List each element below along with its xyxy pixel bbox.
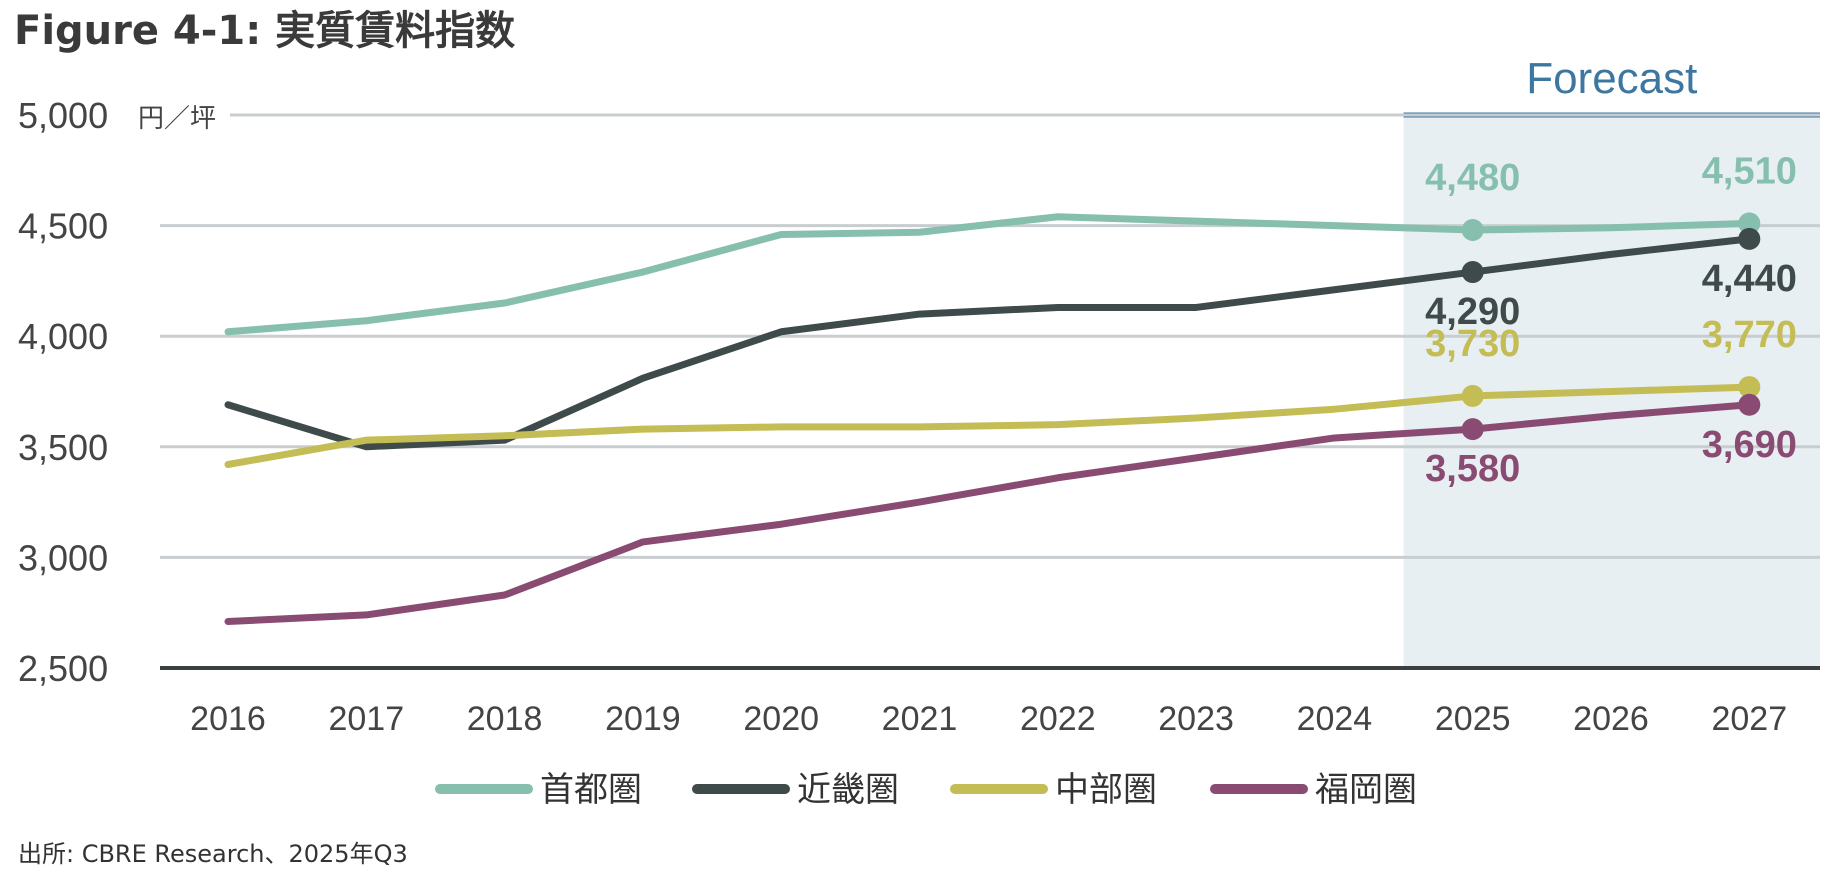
x-tick-label: 2019 — [605, 700, 681, 738]
data-label: 3,690 — [1702, 424, 1797, 466]
legend-label: 福岡圏 — [1315, 770, 1417, 810]
data-point-marker — [1738, 212, 1761, 235]
legend-label: 首都圏 — [540, 770, 642, 810]
data-point-marker — [1738, 393, 1761, 416]
series-line — [224, 213, 1753, 336]
series-line — [224, 401, 1753, 626]
data-label: 3,580 — [1425, 448, 1520, 490]
y-tick-label: 3,000 — [18, 537, 108, 578]
x-tick-label: 2026 — [1573, 700, 1649, 738]
y-unit-label: 円／坪 — [138, 104, 216, 134]
y-tick-label: 2,500 — [18, 648, 108, 689]
legend-label: 近畿圏 — [797, 770, 899, 810]
data-point-marker — [1461, 219, 1484, 242]
data-point-marker — [1738, 376, 1761, 399]
x-tick-label: 2016 — [190, 700, 266, 738]
data-label: 4,290 — [1425, 291, 1520, 333]
legend-label: 中部圏 — [1055, 770, 1157, 810]
x-tick-label: 2020 — [743, 700, 819, 738]
data-label: 4,510 — [1702, 150, 1797, 192]
x-tick-label: 2024 — [1297, 700, 1373, 738]
y-axis-ticks: 5,000 4,500 4,000 3,500 3,000 2,500 — [18, 95, 108, 689]
x-tick-label: 2017 — [328, 700, 404, 738]
data-point-marker — [1461, 418, 1484, 441]
data-label: 3,730 — [1425, 323, 1520, 365]
y-tick-label: 4,000 — [18, 316, 108, 357]
x-tick-label: 2018 — [467, 700, 543, 738]
series-line — [224, 235, 1753, 451]
chart-title: Figure 4-1: 実質賃料指数 — [14, 8, 515, 54]
series-line — [224, 383, 1753, 468]
y-tick-label: 4,500 — [18, 206, 108, 247]
data-labels: 4,480 4,510 4,290 4,440 3,730 3,770 3,580 3,690 — [1425, 150, 1797, 490]
data-label: 4,480 — [1425, 157, 1520, 199]
y-tick-label: 3,500 — [18, 427, 108, 468]
source-note: 出所: CBRE Research、2025年Q3 — [18, 840, 408, 868]
x-tick-label: 2021 — [882, 700, 958, 738]
legend: 首都圏 近畿圏 中部圏 福岡圏 — [435, 770, 1417, 810]
data-point-marker — [1461, 384, 1484, 407]
x-tick-label: 2022 — [1020, 700, 1096, 738]
data-point-marker — [1738, 227, 1761, 250]
data-point-marker — [1461, 261, 1484, 284]
series-lines — [224, 212, 1761, 626]
x-tick-label: 2025 — [1435, 700, 1511, 738]
x-tick-label: 2023 — [1158, 700, 1234, 738]
x-tick-label: 2027 — [1711, 700, 1787, 738]
data-label: 3,770 — [1702, 314, 1797, 356]
forecast-label: Forecast — [1526, 54, 1697, 103]
y-tick-label: 5,000 — [18, 95, 108, 136]
x-axis-ticks: 2016 2017 2018 2019 2020 2021 2022 2023 2024 2025… — [190, 700, 1787, 738]
data-label: 4,440 — [1702, 258, 1797, 300]
